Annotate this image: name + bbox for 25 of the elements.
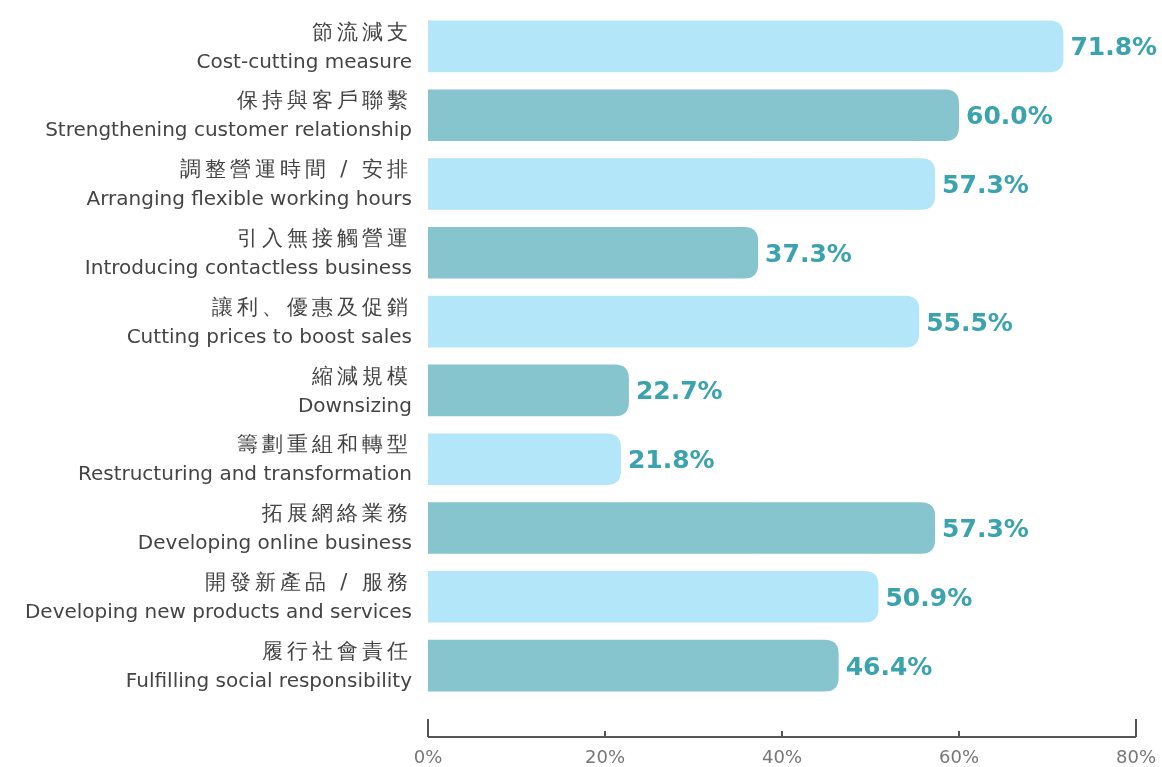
y-tick-label: 讓利、優惠及促銷 Cutting prices to boost sales (126, 294, 412, 348)
data-label: 46.4% (845, 651, 933, 681)
y-tick-label: 縮減規模 Downsizing (297, 363, 412, 417)
data-label: 22.7% (635, 376, 723, 406)
data-label: 55.5% (926, 307, 1013, 337)
data-label: 60.0% (966, 101, 1053, 131)
y-tick-label: 拓展網絡業務 Developing online business (137, 501, 412, 555)
y-tick-label: 履行社會責任 Fulfilling social responsibility (125, 638, 413, 692)
y-tick-label: 節流減支 Cost-cutting measure (196, 19, 412, 73)
y-tick-label: 引入無接觸營運 Introducing contactless business (84, 226, 412, 279)
data-label: 21.8% (627, 445, 715, 475)
data-label: 57.3% (942, 514, 1029, 543)
x-tick-label: 60% (938, 746, 980, 767)
y-tick-label: 籌劃重組和轉型 Restructuring and transformation (77, 432, 412, 486)
data-label: 57.3% (942, 170, 1029, 199)
x-tick-label: 40% (761, 746, 803, 767)
x-tick-label: 20% (584, 746, 626, 767)
data-label: 71.8% (1070, 32, 1158, 62)
x-tick-label: 80% (1115, 746, 1157, 767)
y-tick-label: 保持與客戶聯繫 Strengthening customer relationship (45, 88, 412, 142)
data-label: 50.9% (885, 582, 973, 612)
data-label: 37.3% (765, 238, 852, 268)
x-tick-label: 0% (413, 746, 443, 767)
y-tick-label: 開發新產品 / 服務 Developing new products and services (24, 570, 412, 623)
y-tick-label: 調整營運時間 / 安排 Arranging flexible working hours (86, 157, 412, 211)
